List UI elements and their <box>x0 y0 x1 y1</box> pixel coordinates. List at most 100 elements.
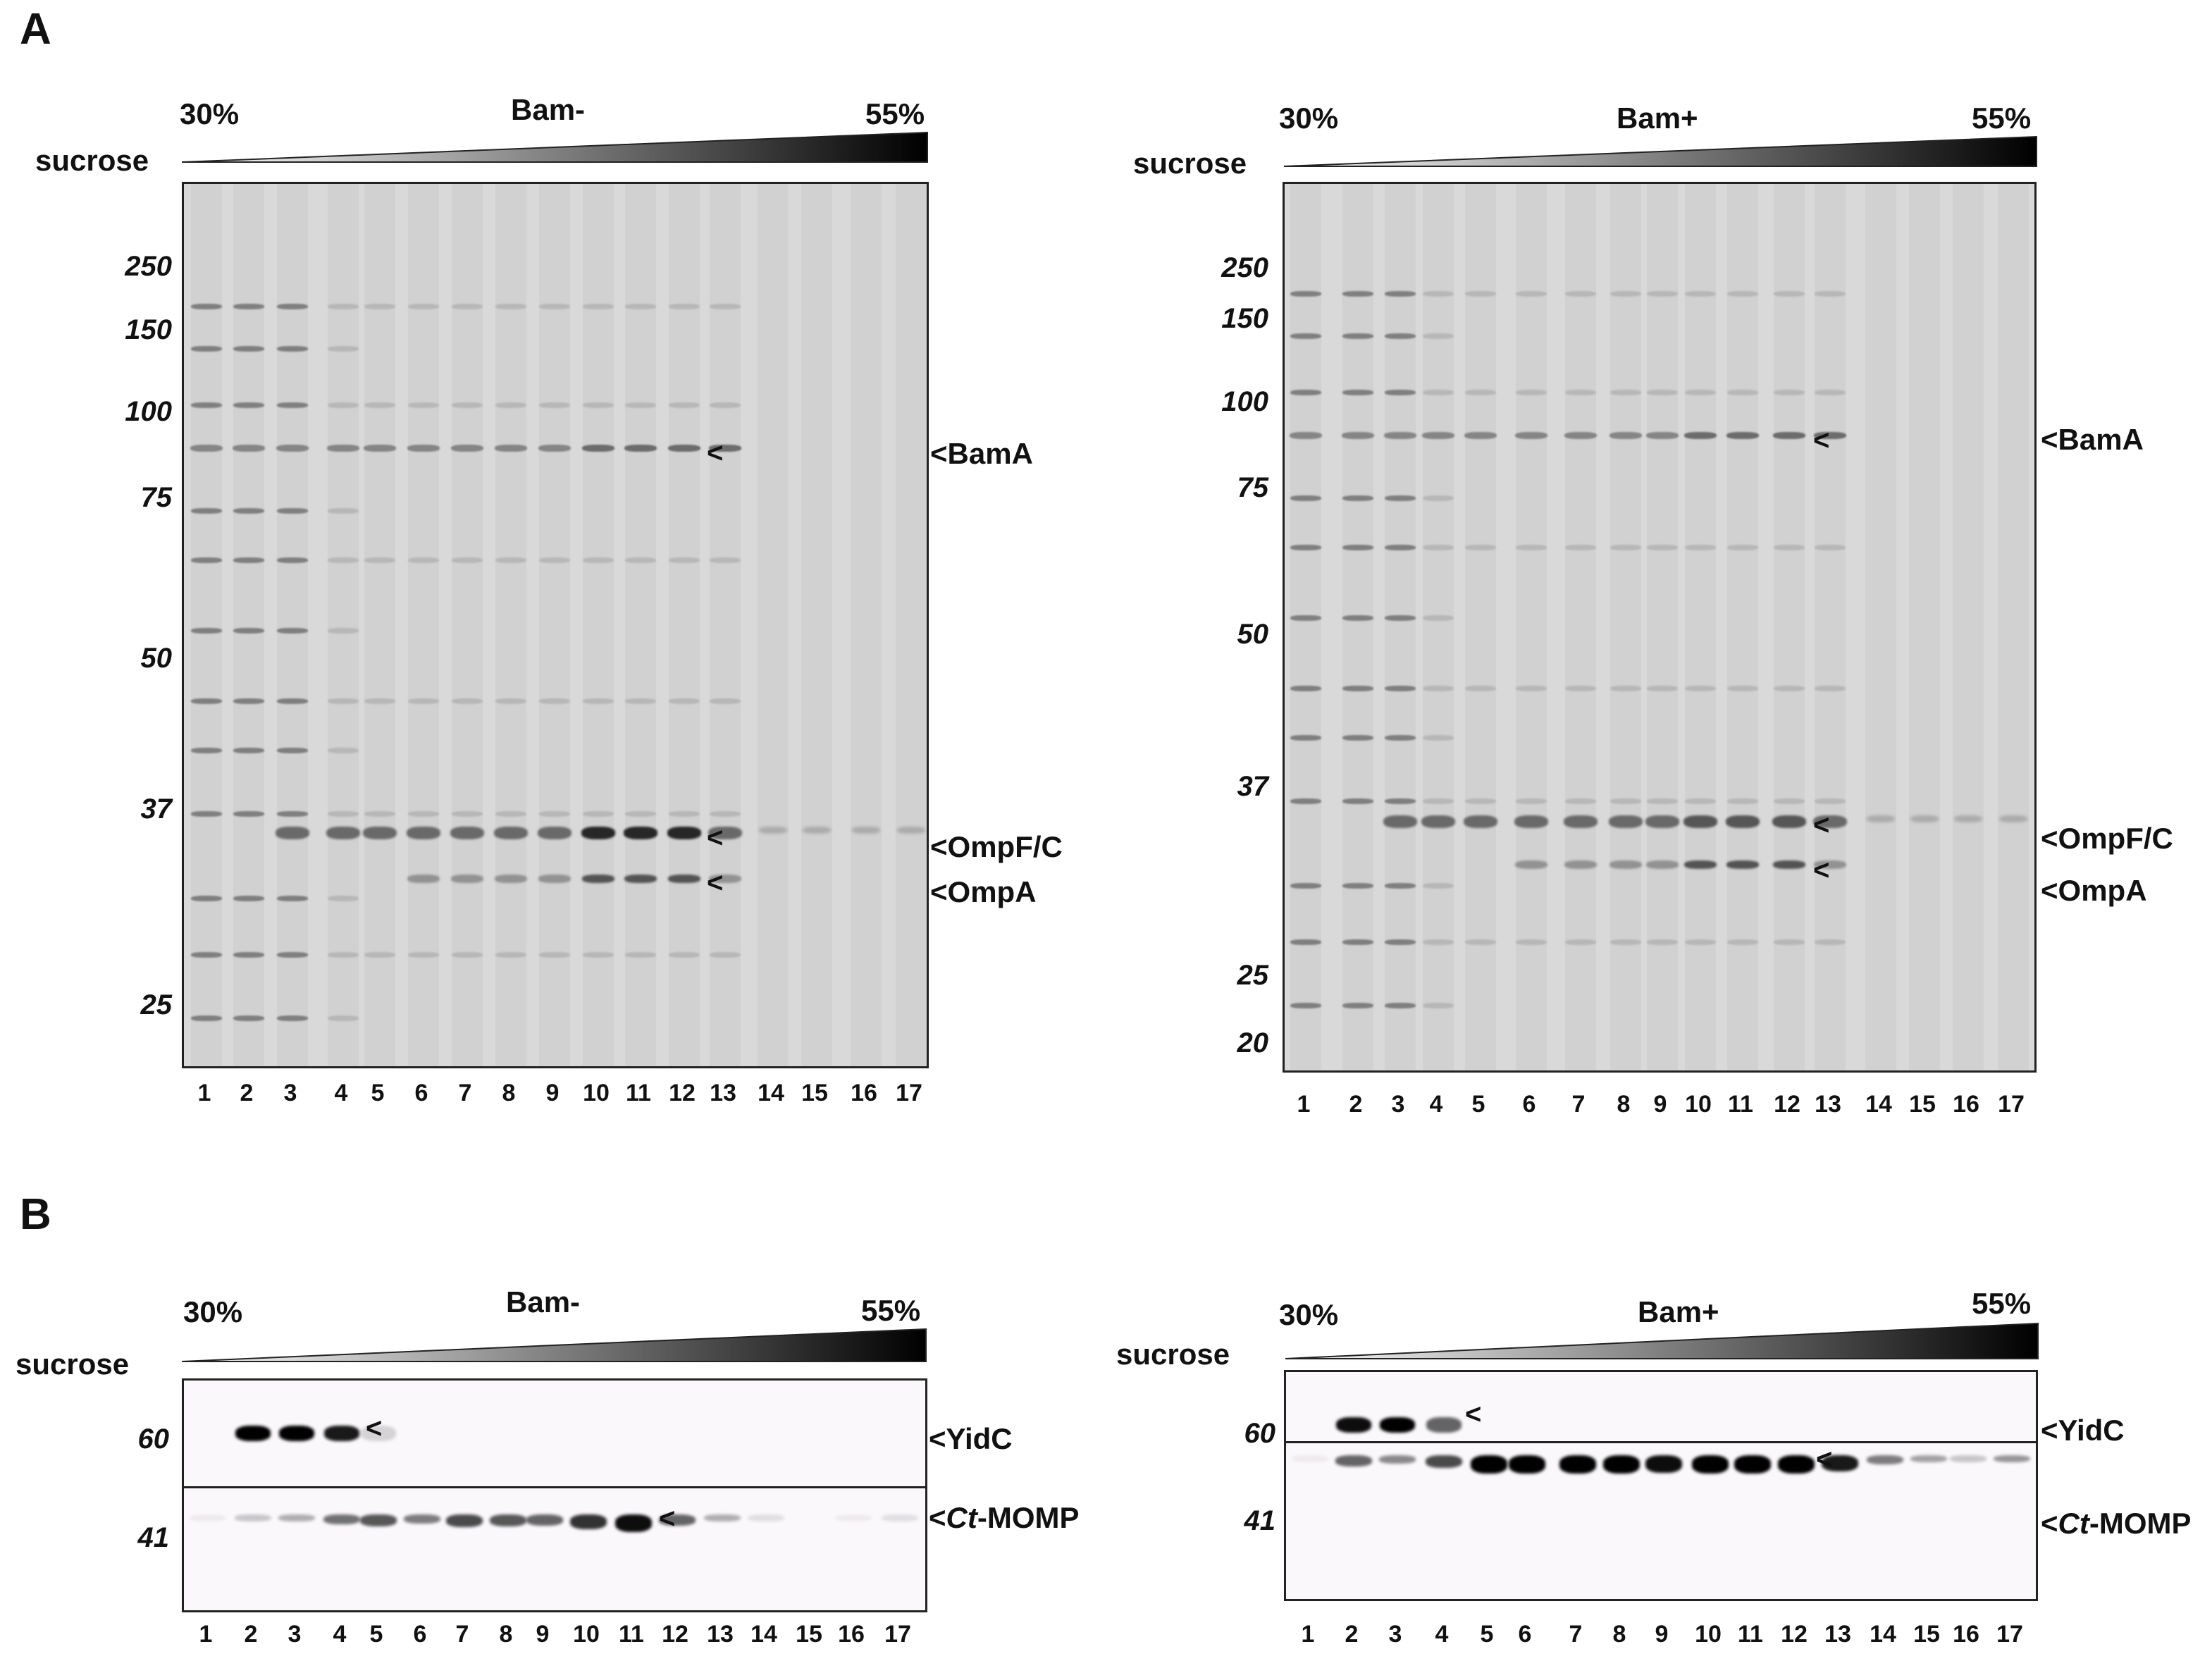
gel-band <box>1867 815 1895 822</box>
gel-band <box>1646 432 1679 439</box>
gel-band <box>624 827 657 839</box>
lane-number: 1 <box>199 1621 213 1648</box>
lane-number: 15 <box>1909 1091 1936 1118</box>
gel-band <box>1822 1455 1858 1472</box>
gel-band <box>1815 798 1846 804</box>
gel-band <box>667 827 701 839</box>
band-label-ct-momp: <Ct-MOMP <box>2041 1507 2192 1540</box>
mw-marker-60: 60 <box>1244 1418 1276 1449</box>
gel-band <box>669 811 700 817</box>
gel-band <box>835 1514 872 1521</box>
lane-number: 17 <box>896 1080 922 1106</box>
ompa-text: OmpA <box>2058 874 2147 907</box>
gel-band <box>327 445 359 452</box>
lane-number: 17 <box>884 1621 911 1648</box>
mw-marker: 37 <box>1237 771 1269 802</box>
gel-band <box>1564 432 1597 439</box>
blot-divider <box>184 1486 925 1488</box>
gel-lane <box>233 184 264 1066</box>
gel-band <box>1645 815 1679 828</box>
gel-band <box>1290 333 1321 339</box>
gel-band <box>1773 432 1805 439</box>
gel-band <box>1564 815 1598 828</box>
gel-band <box>328 557 359 563</box>
lane-number: 14 <box>1865 1091 1892 1118</box>
gel-band <box>669 952 700 958</box>
gel-band <box>1684 860 1717 869</box>
gel-band <box>1384 432 1416 439</box>
gel-band <box>669 304 700 309</box>
gel-band <box>625 402 656 408</box>
gel-band <box>328 304 359 309</box>
gel-band <box>324 1426 359 1441</box>
mw-marker: 100 <box>125 396 172 427</box>
gel-band <box>191 748 222 753</box>
sucrose-label: sucrose <box>1133 147 1247 180</box>
mw-marker: 100 <box>1221 386 1268 417</box>
gel-band <box>1727 939 1758 945</box>
gel-band <box>1423 686 1454 691</box>
gel-band <box>277 508 308 514</box>
lane-number: 13 <box>1824 1621 1851 1648</box>
lane-number: 5 <box>371 1080 385 1106</box>
gel-band <box>364 557 395 563</box>
gel-band <box>583 952 614 958</box>
gel-band <box>364 811 395 817</box>
gel-band <box>1565 390 1596 395</box>
gel-band <box>1464 432 1497 439</box>
lane-number: 7 <box>458 1080 472 1106</box>
gel-band <box>233 748 264 753</box>
gel-band <box>748 1514 784 1521</box>
gel-band <box>1774 291 1805 297</box>
gel-band <box>1465 390 1496 395</box>
gel-band <box>407 445 440 452</box>
gel-band <box>1342 432 1374 439</box>
gel-lane <box>328 184 359 1066</box>
gel-band <box>852 827 880 834</box>
gel-lane <box>583 184 614 1066</box>
gel-band <box>1815 291 1846 297</box>
gel-band <box>583 698 614 704</box>
gel-band <box>235 1426 271 1441</box>
gel-band <box>451 875 483 883</box>
gel-band <box>1910 815 1939 822</box>
mw-marker-41: 41 <box>137 1522 170 1553</box>
gel-band <box>233 698 264 704</box>
gel-band <box>882 1514 918 1521</box>
bama-text: BamA <box>2058 423 2144 456</box>
gel-band <box>1815 686 1846 691</box>
lane-number: 10 <box>573 1621 600 1648</box>
lane-number: 16 <box>838 1621 865 1648</box>
mw-marker-41: 41 <box>1244 1505 1276 1536</box>
gel-band <box>1815 390 1846 395</box>
gel-band <box>659 1514 696 1526</box>
gel-band <box>452 952 483 958</box>
arrow: < <box>2041 822 2058 855</box>
blot-divider <box>1286 1441 2036 1443</box>
gel-band <box>495 952 526 958</box>
gel-band <box>1727 390 1758 395</box>
gel-band <box>1565 291 1596 297</box>
lane-number: 13 <box>1815 1091 1841 1118</box>
gel-band <box>407 875 440 883</box>
gel-band <box>624 445 657 452</box>
gel-band <box>233 402 264 408</box>
sucrose-label: sucrose <box>1116 1338 1230 1371</box>
gel-band <box>1645 1455 1682 1473</box>
gradient-high-label: 55% <box>1972 1287 2032 1320</box>
gel-band <box>404 1514 440 1524</box>
lane-number: 10 <box>583 1080 610 1106</box>
gel-band <box>1342 735 1373 741</box>
gel-band <box>708 827 742 839</box>
gel-lane <box>1610 184 1641 1070</box>
gel-band <box>277 811 308 817</box>
gel-band <box>407 827 440 839</box>
gel-band <box>1423 545 1454 550</box>
mw-marker: 25 <box>1237 960 1269 991</box>
lane-number: 4 <box>1435 1621 1449 1648</box>
gel-band <box>1423 883 1454 889</box>
lane-number: 16 <box>1953 1621 1979 1648</box>
gel-band <box>1423 615 1454 621</box>
gel-lane <box>1423 184 1454 1070</box>
gel-band <box>191 346 222 352</box>
